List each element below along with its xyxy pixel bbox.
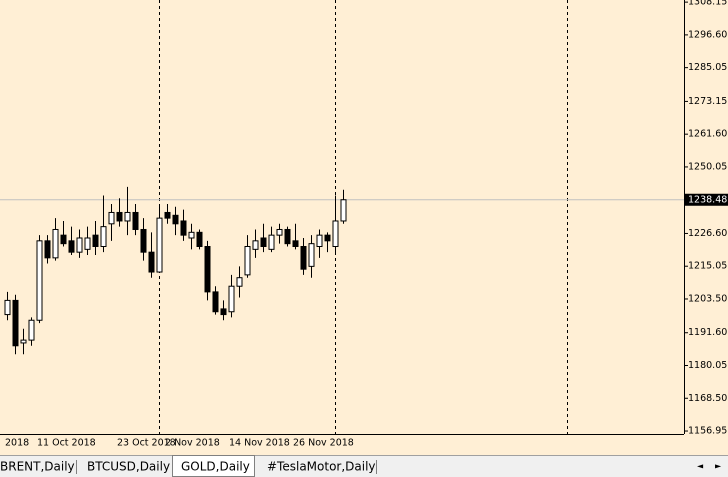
candle-body (172, 214, 179, 225)
candle-body (220, 308, 227, 316)
candle-body (284, 228, 291, 245)
candle-body (28, 319, 35, 341)
y-tick-label: 1226.60 (688, 228, 727, 239)
candle-body (140, 228, 147, 253)
chart-background (0, 0, 728, 455)
candle-body (68, 240, 75, 253)
candle-body (188, 231, 195, 239)
candle-body (116, 211, 123, 222)
candle-body (84, 237, 91, 250)
candle-body (260, 237, 267, 248)
candle-body (44, 240, 51, 259)
candle-body (252, 240, 259, 250)
y-tick-label: 1168.50 (688, 393, 727, 404)
candle-body (212, 291, 219, 313)
candle-body (332, 220, 339, 248)
candle-body (36, 240, 43, 321)
candle-body (76, 237, 83, 253)
candle-body (276, 228, 283, 236)
scroll-right-button[interactable]: ► (715, 462, 722, 471)
candle-body (316, 234, 323, 248)
y-tick-label: 1308.15 (688, 0, 727, 8)
y-tick-label: 1250.05 (688, 161, 727, 172)
tab[interactable]: GOLD,Daily (181, 460, 250, 474)
current-price-label: 1238.48 (688, 194, 727, 205)
y-tick-label: 1273.15 (688, 96, 727, 107)
x-tick-label: 14 Nov 2018 (229, 438, 290, 449)
candle-body (164, 211, 171, 219)
candle-body (52, 228, 59, 259)
candle-body (60, 234, 67, 245)
candle-body (92, 234, 99, 248)
candle-body (196, 231, 203, 248)
current-price-box (685, 193, 728, 206)
y-tick-label: 1203.50 (688, 293, 727, 304)
candle-body (204, 246, 211, 293)
x-tick-label: 11 Oct 2018 (37, 438, 96, 449)
candle-body (132, 211, 139, 230)
candle-body (100, 226, 107, 248)
candle-body (180, 220, 187, 236)
candle-body (228, 285, 235, 313)
y-tick-label: 1261.60 (688, 129, 727, 140)
y-tick-label: 1156.95 (688, 426, 727, 437)
candle-body (124, 211, 131, 222)
candle-body (156, 217, 163, 273)
tab[interactable]: #TeslaMotor,Daily (267, 460, 376, 474)
tab[interactable]: BTCUSD,Daily (87, 460, 170, 474)
y-tick-label: 1285.05 (688, 62, 727, 73)
candle-body (308, 243, 315, 267)
y-tick-label: 1296.60 (688, 29, 727, 40)
tab[interactable]: BRENT,Daily (0, 460, 75, 474)
candle-body (148, 251, 155, 273)
candle-body (340, 199, 347, 222)
candle-body (268, 234, 275, 250)
x-tick-label: 2018 (5, 438, 29, 449)
candle-body (4, 299, 11, 316)
y-tick-label: 1191.60 (688, 327, 727, 338)
candle-body (292, 240, 299, 248)
candle-body (300, 246, 307, 270)
candle-body (20, 339, 27, 344)
candle-body (244, 246, 251, 276)
candle-body (108, 211, 115, 225)
scroll-left-button[interactable]: ◄ (697, 462, 704, 471)
candle-body (12, 299, 19, 347)
y-tick-label: 1215.05 (688, 261, 727, 272)
candle-body (324, 234, 331, 242)
x-tick-label: 23 Oct 2018 (117, 438, 176, 449)
y-tick-label: 1180.05 (688, 360, 727, 371)
x-tick-label: 2 Nov 2018 (165, 438, 220, 449)
candle-body (236, 277, 243, 287)
x-tick-label: 26 Nov 2018 (293, 438, 354, 449)
